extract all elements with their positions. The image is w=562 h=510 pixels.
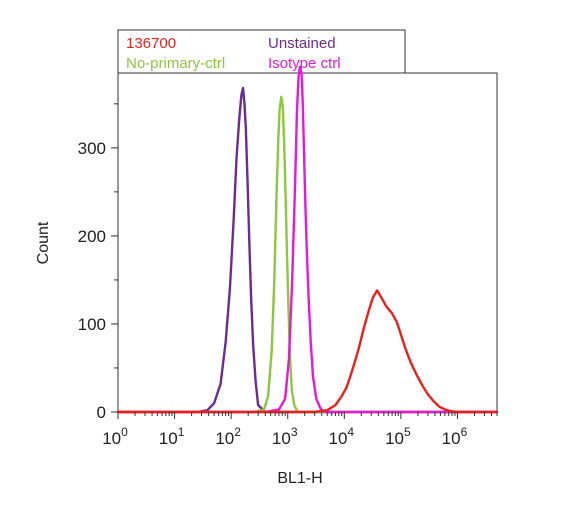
legend-entry-unstained: Unstained: [268, 35, 336, 52]
legend-entry-isotype-ctrl: Isotype ctrl: [268, 55, 341, 72]
y-tick-label: 100: [78, 315, 106, 334]
x-tick-label: 101: [159, 425, 185, 448]
legend-entry-136700: 136700: [126, 35, 176, 52]
series-line-unstained: [116, 86, 499, 414]
y-tick-label: 200: [78, 227, 106, 246]
series-line-136700: [116, 289, 499, 414]
x-tick-label: 103: [272, 425, 298, 448]
y-tick-label: 0: [97, 403, 106, 422]
y-axis-title: Count: [35, 221, 52, 264]
y-tick-label: 300: [78, 139, 106, 158]
x-axis-title: BL1-H: [277, 470, 322, 487]
series-line-no-primary-ctrl: [116, 95, 499, 414]
x-tick-label: 102: [215, 425, 241, 448]
x-tick-label: 104: [328, 425, 354, 448]
x-tick-label: 105: [385, 425, 411, 448]
legend-entry-no-primary-ctrl: No-primary-ctrl: [126, 55, 225, 72]
y-axis: 0 100 200 300: [78, 103, 118, 422]
x-tick-label: 106: [442, 425, 468, 448]
series-line-isotype-ctrl: [116, 65, 499, 414]
series-layer: [116, 65, 499, 414]
x-tick-label: 100: [102, 425, 128, 448]
x-axis: 100 101 102 103 104 105 106: [102, 412, 498, 448]
